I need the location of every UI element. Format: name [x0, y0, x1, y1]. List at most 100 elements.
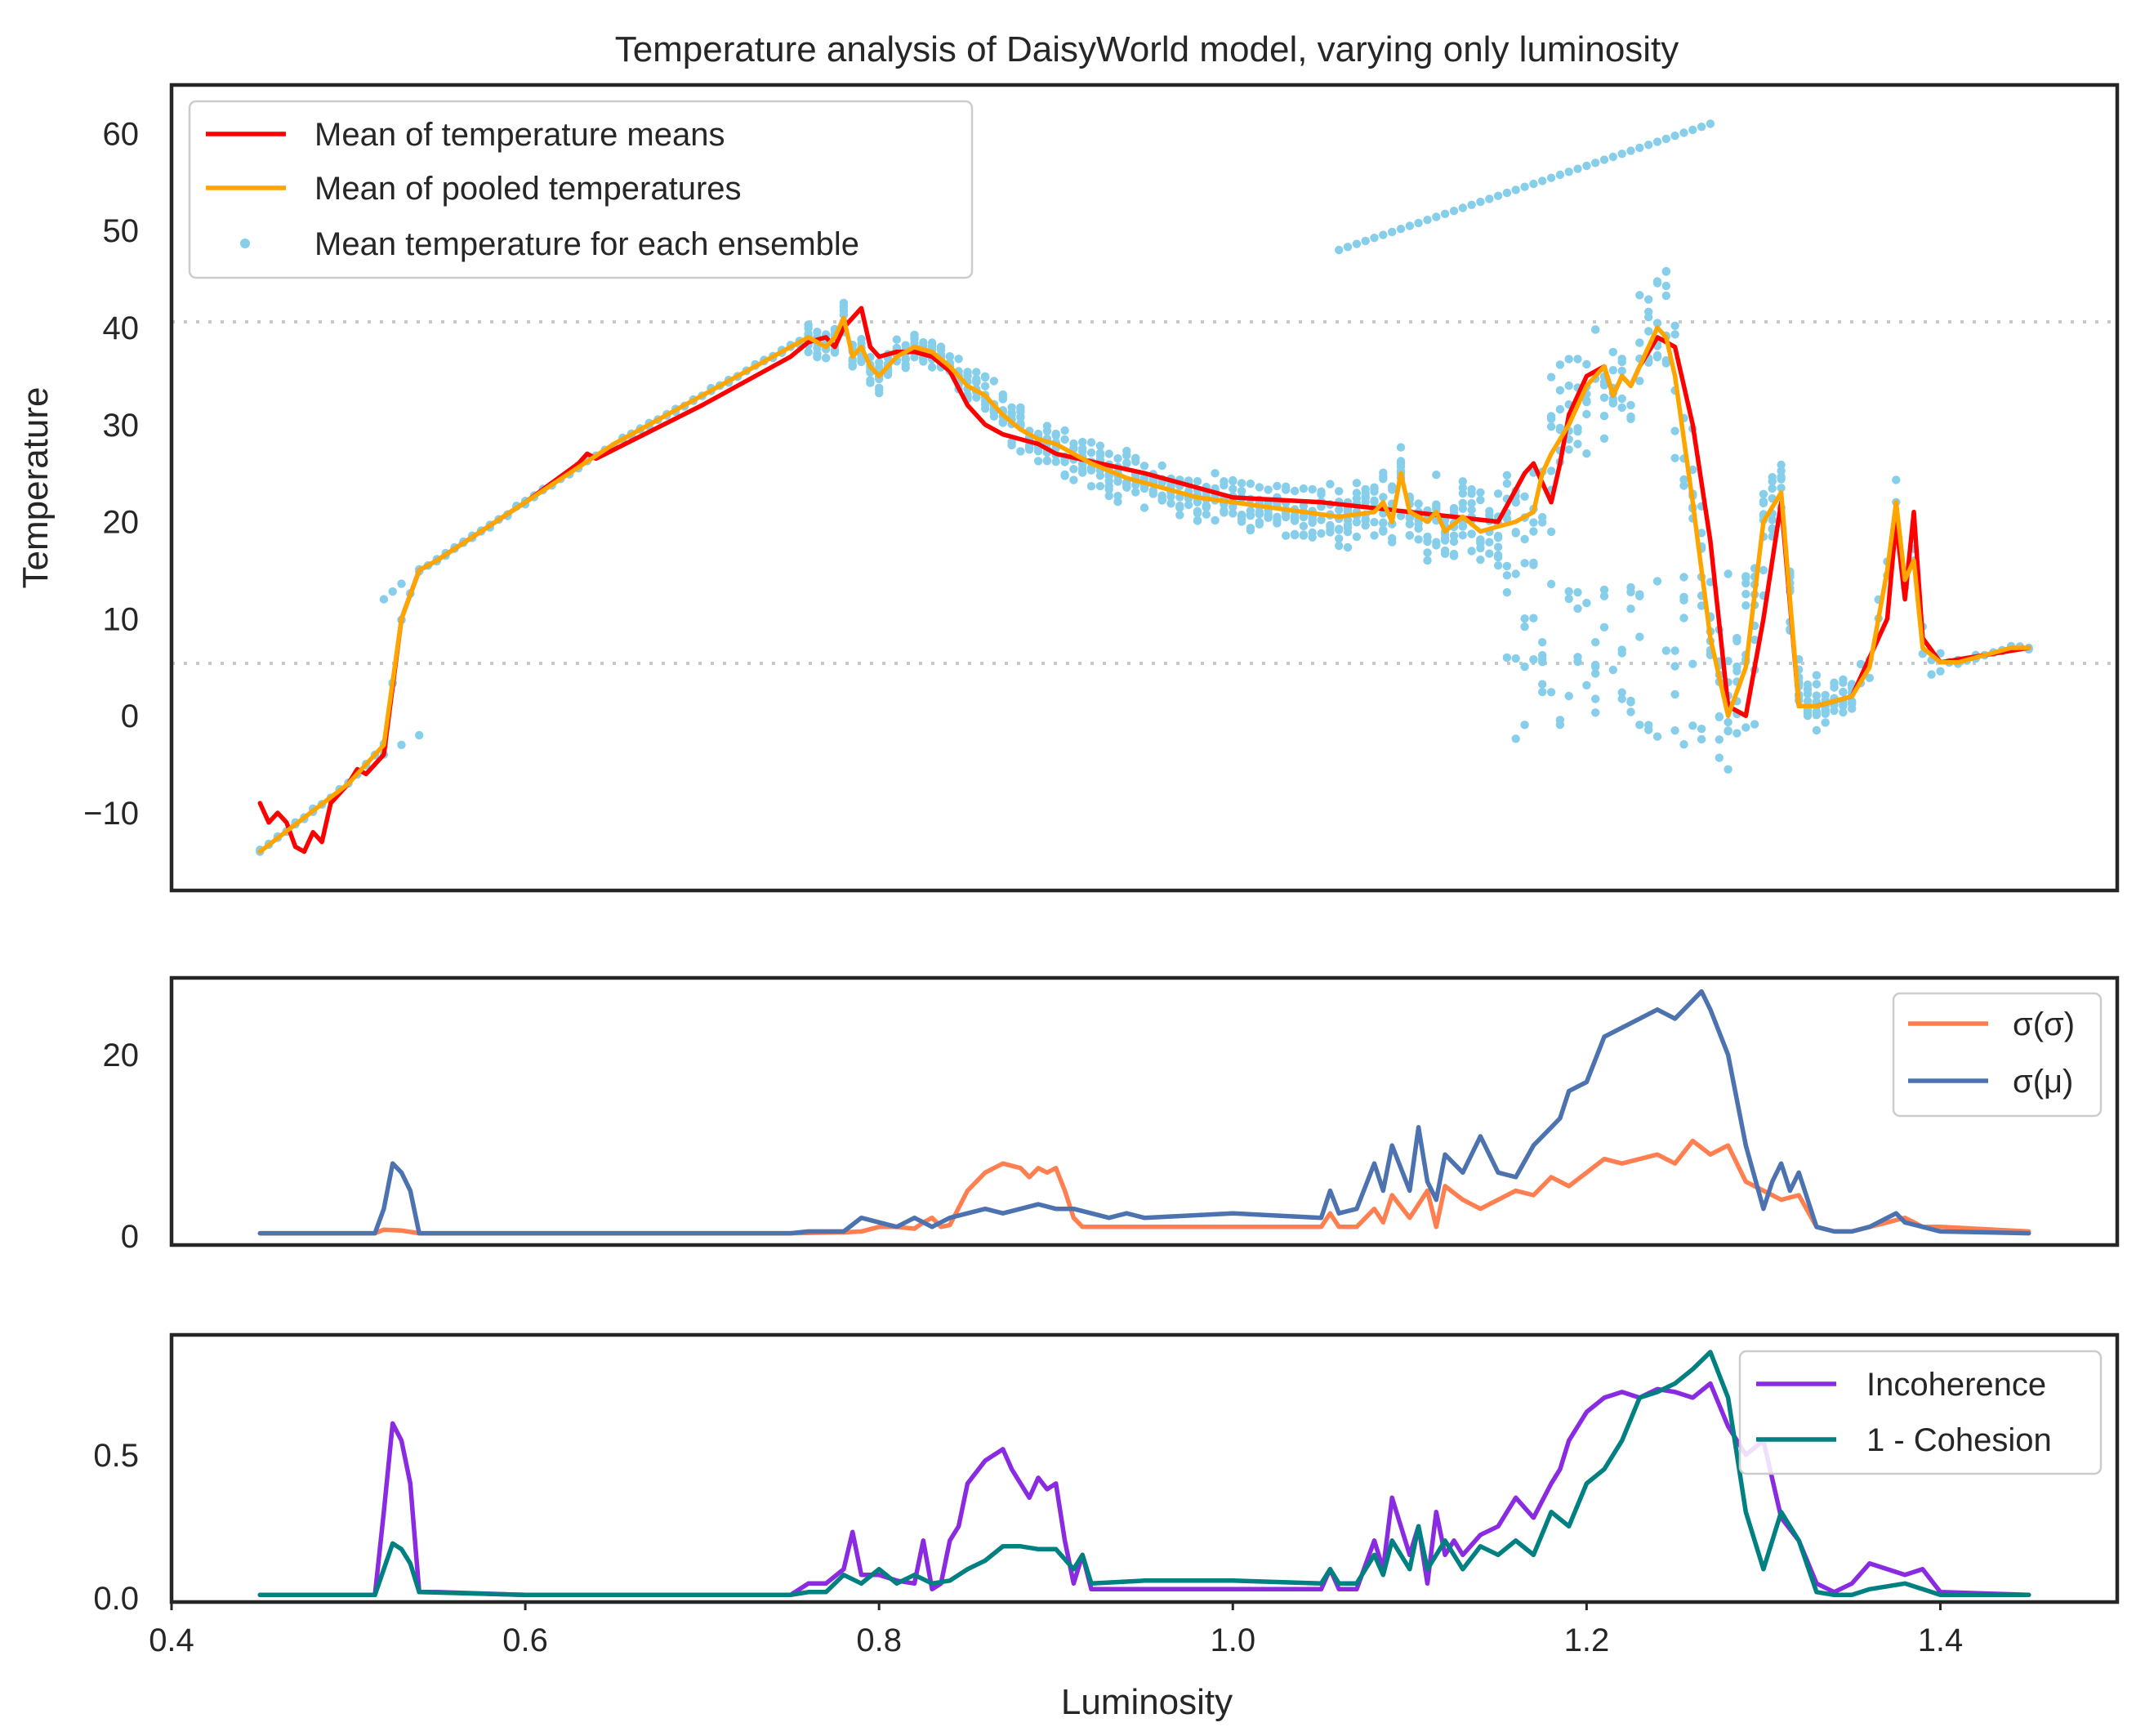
- scatter-point: [1211, 469, 1220, 478]
- scatter-point: [1741, 573, 1750, 582]
- scatter-point: [379, 595, 389, 604]
- scatter-point: [1078, 444, 1087, 453]
- scatter-point: [1007, 440, 1016, 450]
- scatter-point: [830, 346, 840, 355]
- scatter-point: [1511, 497, 1520, 507]
- scatter-point: [1652, 279, 1662, 288]
- legend-label-pooled-temperatures: Mean of pooled temperatures: [314, 171, 742, 207]
- scatter-point: [1688, 659, 1697, 668]
- scatter-point: [1370, 531, 1379, 540]
- scatter-point: [1617, 366, 1626, 376]
- scatter-point: [1812, 707, 1822, 716]
- scatter-point: [1538, 176, 1547, 185]
- scatter-point: [1493, 531, 1503, 541]
- temperature-legend-box: [188, 100, 974, 279]
- scatter-point: [1139, 462, 1149, 471]
- scatter-point: [1546, 527, 1556, 537]
- scatter-point: [1573, 427, 1582, 436]
- luminosity-x-ticks: 0.4 0.6 0.8 1.0 1.2 1.4: [149, 1602, 1963, 1658]
- scatter-point: [1768, 484, 1777, 493]
- scatter-point: [1644, 327, 1653, 336]
- scatter-point: [813, 344, 822, 353]
- sigma-panel: 0 20 σ(σ) σ(μ): [103, 975, 2120, 1255]
- incoherence-axes-frame: [169, 1332, 2120, 1604]
- y-tick-label: 0.5: [93, 1438, 139, 1474]
- scatter-point: [1724, 726, 1732, 735]
- scatter-point: [1564, 691, 1573, 701]
- scatter-point: [1264, 485, 1273, 494]
- scatter-point: [1476, 495, 1485, 505]
- scatter-point: [1423, 556, 1432, 565]
- scatter-point: [1255, 483, 1264, 492]
- scatter-point: [1599, 585, 1609, 595]
- scatter-point: [1139, 503, 1149, 512]
- scatter-point: [1476, 535, 1485, 544]
- scatter-point: [1679, 740, 1688, 749]
- scatter-point: [1184, 500, 1193, 510]
- temperature-lines: [257, 306, 2031, 855]
- luminosity-x-label: Luminosity: [1061, 1682, 1233, 1722]
- scatter-point: [1308, 484, 1317, 494]
- scatter-point: [1617, 394, 1626, 404]
- scatter-point: [1546, 688, 1556, 697]
- scatter-point: [1538, 680, 1547, 689]
- scatter-point: [1414, 499, 1423, 508]
- scatter-point: [1635, 338, 1644, 347]
- scatter-point: [1326, 520, 1335, 530]
- scatter-point: [1229, 484, 1238, 493]
- scatter-point: [1104, 476, 1113, 485]
- scatter-point: [1511, 185, 1520, 194]
- scatter-point: [1591, 158, 1600, 167]
- scatter-point: [1626, 698, 1635, 707]
- scatter-point: [1335, 487, 1344, 496]
- scatter-point: [1591, 660, 1600, 670]
- scatter-point: [1051, 431, 1060, 440]
- scatter-point: [980, 373, 990, 382]
- series-line-1-cohesion: [257, 1350, 2031, 1598]
- scatter-point: [1652, 319, 1662, 328]
- scatter-point: [1626, 146, 1635, 155]
- scatter-point: [1175, 503, 1184, 512]
- y-tick-label: 50: [103, 213, 140, 249]
- scatter-point: [1724, 569, 1732, 578]
- scatter-point: [980, 382, 990, 390]
- scatter-point: [1095, 441, 1105, 450]
- scatter-point: [1405, 221, 1415, 230]
- scatter-point: [1326, 480, 1335, 489]
- chart-title: Temperature analysis of DaisyWorld model…: [615, 29, 1679, 69]
- scatter-point: [1290, 486, 1300, 496]
- scatter-point: [1812, 725, 1822, 735]
- scatter-point: [1546, 412, 1556, 421]
- scatter-point: [1626, 707, 1635, 716]
- scatter-point: [1839, 702, 1848, 711]
- scatter-point: [397, 579, 406, 588]
- y-tick-label: 20: [103, 505, 140, 541]
- scatter-point: [1865, 673, 1874, 682]
- scatter-point: [1803, 709, 1813, 718]
- scatter-point: [857, 335, 866, 344]
- scatter-point: [1299, 521, 1309, 531]
- x-tick-label: 1.0: [1210, 1622, 1255, 1658]
- scatter-point: [1370, 487, 1379, 496]
- scatter-point: [1086, 482, 1096, 491]
- incoherence-y-ticks: 0.0 0.5: [93, 1438, 139, 1617]
- scatter-point: [1617, 150, 1626, 158]
- y-tick-label: 60: [103, 116, 140, 152]
- scatter-point: [839, 306, 849, 315]
- scatter-point: [1511, 654, 1520, 663]
- scatter-point: [1697, 123, 1706, 132]
- scatter-point: [1193, 476, 1202, 486]
- scatter-point: [1467, 547, 1476, 556]
- scatter-point: [1388, 482, 1397, 491]
- incoherence-lines: [257, 1350, 2031, 1598]
- scatter-point: [1644, 725, 1653, 734]
- scatter-point: [1502, 471, 1512, 480]
- scatter-point: [1051, 457, 1060, 466]
- scatter-point: [1582, 598, 1591, 608]
- y-tick-label: 0: [121, 698, 139, 734]
- scatter-point: [1617, 649, 1626, 658]
- scatter-point: [1608, 347, 1618, 357]
- scatter-point: [1423, 548, 1432, 557]
